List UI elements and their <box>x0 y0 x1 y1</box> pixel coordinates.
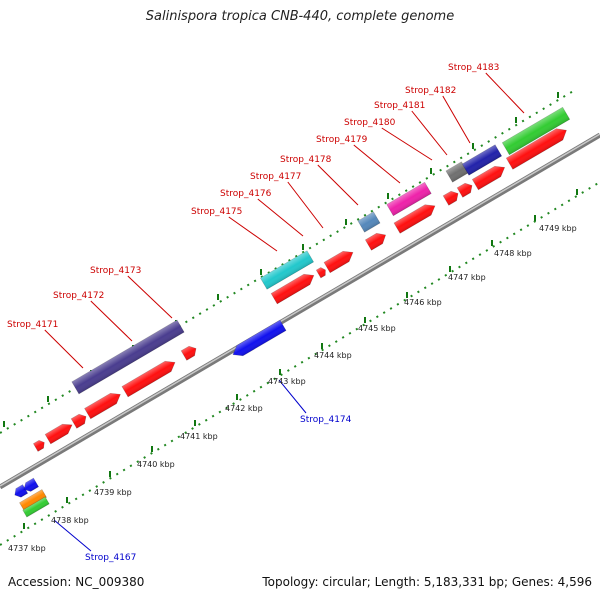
gene-feature <box>364 232 387 251</box>
gene-feature <box>44 423 73 445</box>
gene-feature <box>461 144 503 176</box>
forward-leader-line <box>127 275 173 319</box>
gene-feature <box>23 477 39 492</box>
forward-leader-line <box>90 300 133 342</box>
forward-gene-label: Strop_4178 <box>280 155 332 165</box>
kbp-label: 4743 kbp <box>268 377 306 386</box>
kbp-label: 4737 kbp <box>8 544 46 553</box>
forward-gene-label: Strop_4181 <box>374 101 425 111</box>
forward-leader-line <box>287 181 324 229</box>
kbp-label: 4745 kbp <box>358 324 396 333</box>
reverse-leader-line <box>278 379 307 414</box>
gene-feature <box>84 392 121 420</box>
forward-gene-label: Strop_4173 <box>90 266 141 276</box>
gene-feature <box>393 204 436 234</box>
gene-feature <box>386 181 432 217</box>
forward-leader-line <box>381 127 433 161</box>
label-leader-lines <box>44 72 525 552</box>
forward-gene-label: Strop_4177 <box>250 172 301 182</box>
lower-scale-ticks <box>23 189 578 529</box>
forward-gene-label: Strop_4171 <box>7 320 58 330</box>
kbp-label: 4742 kbp <box>225 404 263 413</box>
gene-feature <box>32 440 45 452</box>
kbp-labels: 4737 kbp 4738 kbp 4739 kbp 4740 kbp 4741 kbp… <box>8 224 577 553</box>
gene-feature <box>442 190 459 206</box>
gene-feature <box>70 413 87 429</box>
gene-feature <box>22 496 50 518</box>
kbp-label: 4748 kbp <box>494 249 532 258</box>
genome-summary-text: Topology: circular; Length: 5,183,331 bp… <box>262 575 592 589</box>
forward-gene-label: Strop_4175 <box>191 207 242 217</box>
kbp-label: 4744 kbp <box>314 351 352 360</box>
forward-gene-label: Strop_4176 <box>220 189 272 199</box>
gene-features <box>14 106 571 518</box>
map-title: Salinispora tropica CNB-440, complete ge… <box>145 9 455 24</box>
gene-labels: Strop_4171 Strop_4172 Strop_4173 Strop_4175… <box>7 63 499 563</box>
kbp-label: 4749 kbp <box>539 224 577 233</box>
gene-feature <box>232 319 287 357</box>
forward-leader-line <box>411 110 448 156</box>
forward-leader-line <box>485 72 525 114</box>
gene-feature <box>121 360 176 398</box>
kbp-label: 4738 kbp <box>51 516 89 525</box>
gene-feature <box>19 489 47 511</box>
kbp-label: 4740 kbp <box>137 460 175 469</box>
reverse-gene-label: Strop_4174 <box>300 415 352 425</box>
gene-feature <box>357 211 381 233</box>
gene-feature <box>71 319 185 395</box>
forward-gene-label: Strop_4179 <box>316 135 368 145</box>
kbp-label: 4741 kbp <box>180 432 218 441</box>
gene-feature <box>501 106 571 156</box>
reverse-gene-label: Strop_4167 <box>85 553 136 563</box>
gene-feature <box>315 267 326 279</box>
genome-backbone <box>0 132 600 490</box>
forward-gene-label: Strop_4172 <box>53 291 104 301</box>
gene-feature <box>471 165 506 191</box>
kbp-label: 4747 kbp <box>448 273 486 282</box>
accession-text: Accession: NC_009380 <box>8 575 145 589</box>
forward-leader-line <box>442 95 471 144</box>
gene-feature <box>456 182 473 198</box>
forward-leader-line <box>257 198 304 237</box>
gene-feature <box>323 250 354 274</box>
forward-leader-line <box>228 216 278 252</box>
kbp-label: 4746 kbp <box>404 298 442 307</box>
gene-feature <box>505 128 567 170</box>
gene-feature <box>180 345 197 361</box>
forward-leader-line <box>353 144 401 184</box>
gene-feature <box>260 250 314 290</box>
forward-gene-label: Strop_4180 <box>344 118 396 128</box>
kbp-label: 4739 kbp <box>94 488 132 497</box>
reverse-leader-line <box>53 519 92 552</box>
forward-leader-line <box>44 329 84 369</box>
forward-gene-label: Strop_4183 <box>448 63 499 73</box>
forward-gene-label: Strop_4182 <box>405 86 456 96</box>
forward-leader-line <box>317 164 359 206</box>
lower-scale-line <box>0 181 600 546</box>
gene-feature <box>270 273 315 305</box>
